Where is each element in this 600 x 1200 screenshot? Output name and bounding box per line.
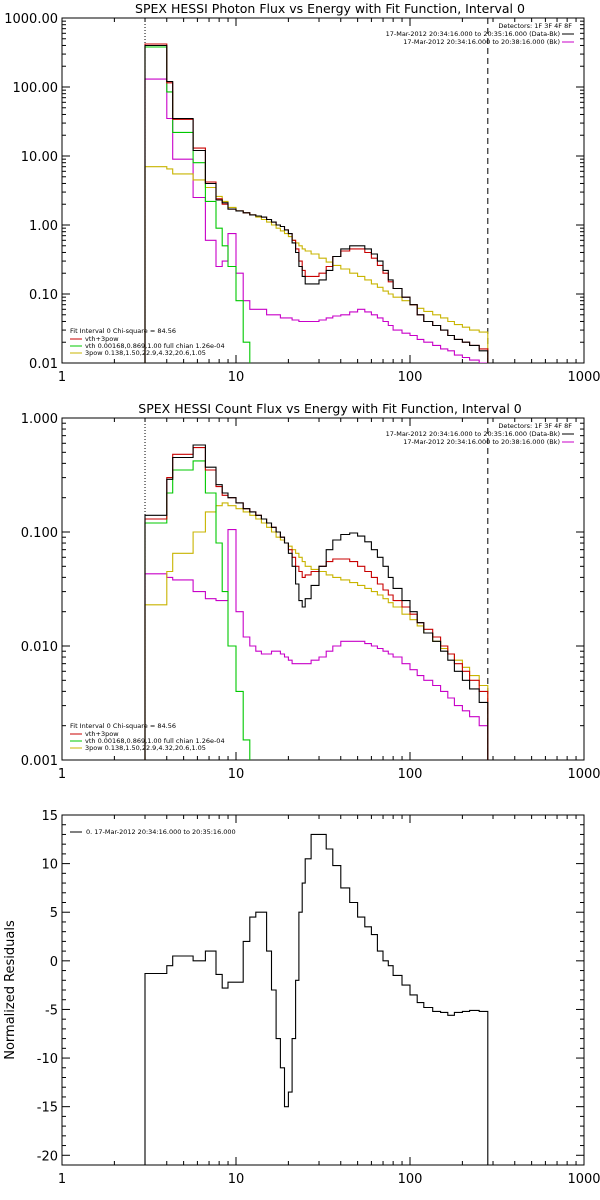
y-tick-label: 10 [41,858,58,873]
y-tick-label: -5 [45,1003,58,1018]
plot-frame [61,17,585,364]
legend-vth: vth 0.00168,0.869,1.00 full chian 1.26e-… [85,737,225,745]
legend-data-interval: 17-Mar-2012 20:34:16.000 to 20:35:16.000… [386,430,560,438]
x-tick-label: 1 [58,1172,66,1187]
count-flux-panel: SPEX HESSI Count Flux vs Energy with Fit… [21,401,600,782]
power-law-fit-series [144,166,489,363]
x-tick-label: 1000 [567,767,600,782]
residuals-series [144,833,489,1165]
residuals-panel: 0. 17-Mar-2012 20:34:16.000 to 20:35:16.… [3,809,600,1187]
x-tick-label: 10 [228,370,245,385]
chart-title: SPEX HESSI Photon Flux vs Energy with Fi… [135,1,525,16]
legend-interval: 0. 17-Mar-2012 20:34:16.000 to 20:35:16.… [86,828,236,836]
y-tick-label: -15 [37,1101,58,1116]
x-tick-label: 1 [58,767,66,782]
chart-title: SPEX HESSI Count Flux vs Energy with Fit… [138,401,521,416]
y-tick-label: 1.000 [21,412,58,427]
legend-total-fit: vth+3pow [85,335,119,343]
y-axis-title: Normalized Residuals [3,920,18,1060]
x-tick-label: 100 [398,370,423,385]
legend-bk-interval: 17-Mar-2012 20:34:16.000 to 20:38:16.000… [403,38,560,46]
x-tick-label: 1000 [567,1172,600,1187]
y-tick-label: 1.00 [29,219,58,234]
legend-fit-interval: Fit Interval 0 Chi-square = 84.56 [70,722,176,730]
y-tick-label: 10.00 [21,150,58,165]
data-series [144,444,489,760]
x-tick-label: 100 [398,767,423,782]
y-tick-label: 0.010 [21,640,58,655]
data-series [144,44,489,363]
total-fit-series [144,447,489,760]
x-tick-label: 100 [398,1172,423,1187]
legend-bottom-left: Fit Interval 0 Chi-square = 84.56 vth+3p… [70,722,225,752]
legend-top-right: Detectors: 1F 3F 4F 8F 17-Mar-2012 20:34… [386,22,574,46]
photon-flux-panel: SPEX HESSI Photon Flux vs Energy with Fi… [4,1,600,385]
legend-detectors: Detectors: 1F 3F 4F 8F [498,422,572,430]
x-tick-label: 1000 [567,370,600,385]
background-series [144,529,489,760]
x-tick-label: 10 [228,767,245,782]
x-tick-label: 10 [228,1172,245,1187]
y-tick-label: 5 [50,906,58,921]
y-tick-label: 1000.00 [4,12,58,27]
plot-frame [61,417,585,761]
x-tick-label: 1 [58,370,66,385]
y-tick-label: 15 [41,809,58,824]
y-tick-label: 0.10 [29,288,58,303]
legend-total-fit: vth+3pow [85,730,119,738]
y-tick-label: -20 [37,1149,58,1164]
legend-data-interval: 17-Mar-2012 20:34:16.000 to 20:35:16.000… [386,30,560,38]
y-tick-label: 100.00 [13,81,59,96]
legend-detectors: Detectors: 1F 3F 4F 8F [498,22,572,30]
y-tick-label: 0.01 [29,357,58,372]
y-tick-label: 0.001 [21,754,58,769]
power-law-fit-series [144,502,489,760]
legend-bk-interval: 17-Mar-2012 20:34:16.000 to 20:38:16.000… [403,438,560,446]
legend-bottom-left: Fit Interval 0 Chi-square = 84.56 vth+3p… [70,327,225,357]
y-tick-label: 0.100 [21,526,58,541]
legend-vth: vth 0.00168,0.869,1.00 full chian 1.26e-… [85,342,225,350]
legend-fit-interval: Fit Interval 0 Chi-square = 84.56 [70,327,176,335]
plot-frame [61,814,585,1166]
background-series [144,78,489,363]
thermal-fit-series [144,460,251,760]
thermal-fit-series [144,46,251,363]
y-tick-label: -10 [37,1052,58,1067]
legend-top-right: Detectors: 1F 3F 4F 8F 17-Mar-2012 20:34… [386,422,574,446]
y-tick-label: 0 [50,955,58,970]
total-fit-series [144,43,489,363]
